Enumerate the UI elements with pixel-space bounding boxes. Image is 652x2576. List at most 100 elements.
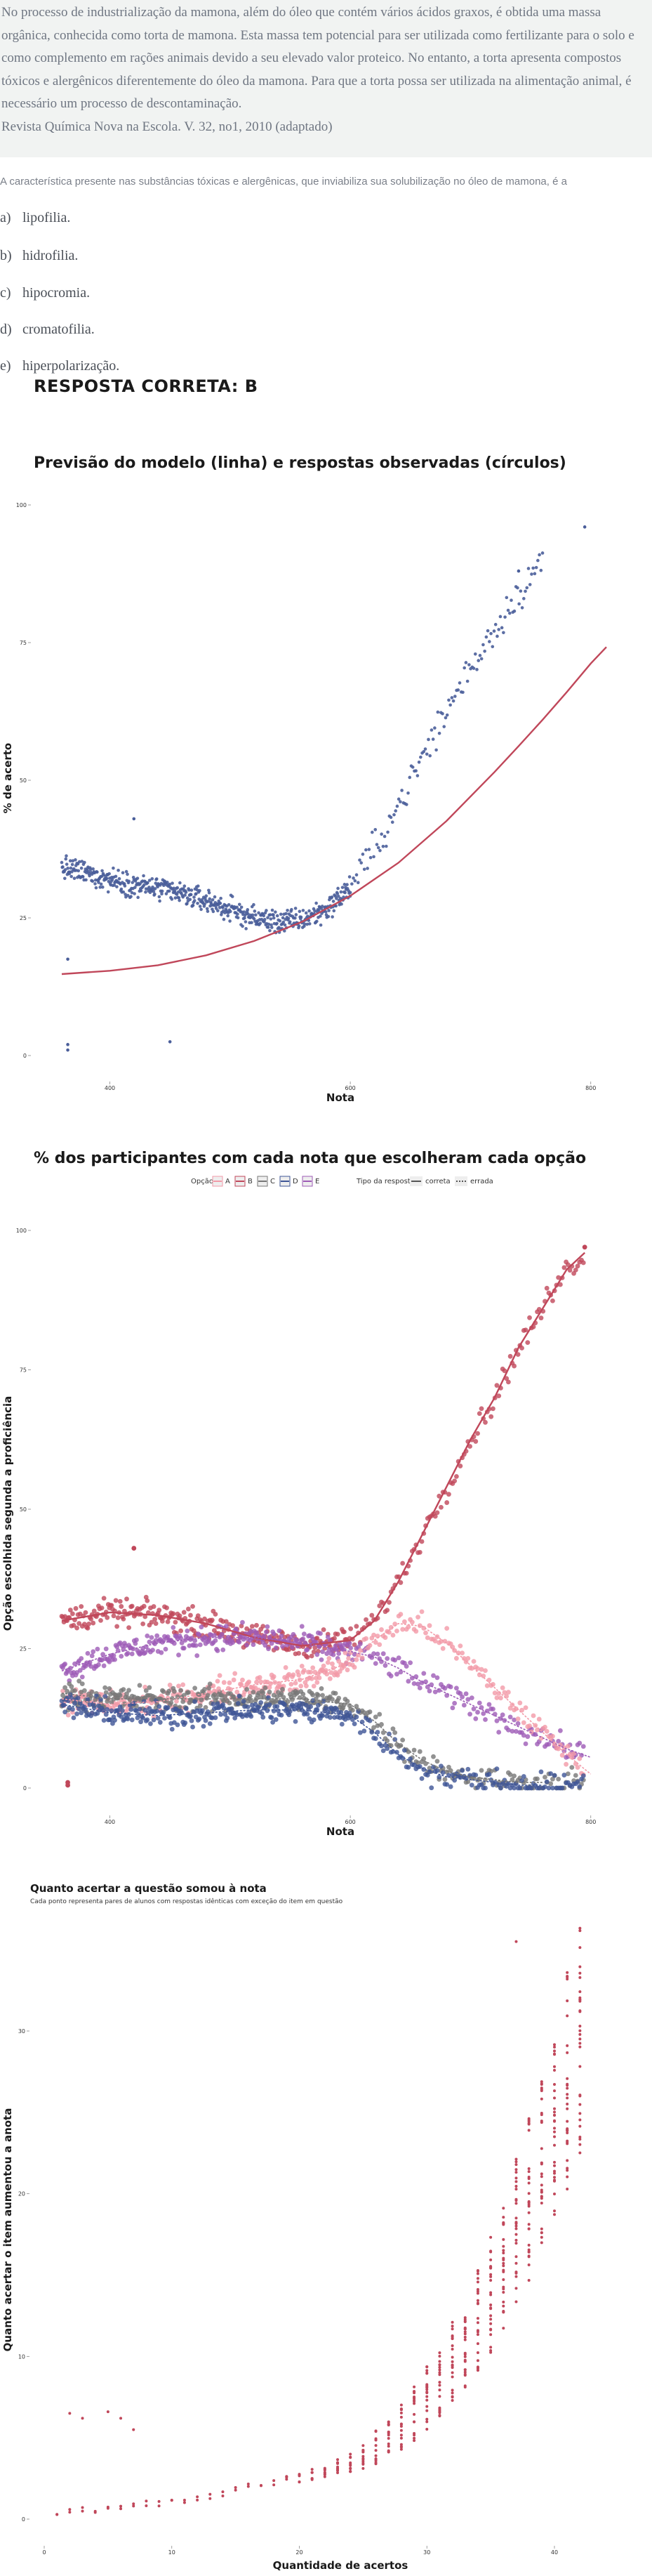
alternative-c[interactable]: c) hipocromia. xyxy=(0,285,90,301)
data-point xyxy=(121,890,126,894)
data-point xyxy=(578,1946,582,1950)
alternative-letter: d) xyxy=(0,322,12,337)
data-point xyxy=(249,1624,255,1629)
data-point xyxy=(221,1706,227,1711)
data-point xyxy=(396,1655,401,1661)
data-point xyxy=(304,1702,309,1708)
data-point xyxy=(373,1714,378,1720)
data-point xyxy=(451,2355,454,2359)
data-point xyxy=(578,1990,582,1994)
data-point xyxy=(540,2227,543,2230)
y-tick-label: 0 xyxy=(23,1785,27,1792)
data-point xyxy=(105,876,109,881)
data-point xyxy=(527,2192,531,2195)
data-point xyxy=(502,1368,507,1374)
data-point xyxy=(409,1619,415,1625)
data-point xyxy=(530,572,533,576)
data-point xyxy=(272,2483,276,2487)
data-point xyxy=(319,1657,324,1662)
data-point xyxy=(197,1716,202,1722)
data-point xyxy=(394,809,398,813)
data-point xyxy=(553,2107,556,2110)
data-point xyxy=(535,1776,540,1782)
data-point xyxy=(173,889,177,893)
data-point xyxy=(406,1678,411,1684)
data-point xyxy=(423,1679,428,1685)
data-point xyxy=(216,909,220,913)
data-point xyxy=(66,867,69,870)
data-point xyxy=(183,893,187,897)
correct-answer: RESPOSTA CORRETA: B xyxy=(34,376,258,396)
data-point xyxy=(279,1712,284,1718)
data-point xyxy=(327,1715,333,1720)
data-point xyxy=(425,2365,429,2369)
data-point xyxy=(296,1672,302,1678)
data-point xyxy=(434,1675,440,1681)
data-point xyxy=(451,2320,454,2324)
data-point xyxy=(438,2414,441,2417)
data-point xyxy=(510,598,513,603)
data-point xyxy=(70,1707,75,1712)
alternative-a[interactable]: a) lipofilia. xyxy=(0,210,70,226)
data-point xyxy=(304,911,308,915)
x-tick-label: 400 xyxy=(105,1819,115,1825)
data-point xyxy=(81,2506,84,2509)
data-point xyxy=(152,1617,157,1622)
data-point xyxy=(345,883,349,886)
alternative-d[interactable]: d) cromatofilia. xyxy=(0,322,95,338)
data-point xyxy=(265,1624,270,1629)
data-point xyxy=(502,2261,505,2265)
data-point xyxy=(332,909,336,913)
data-point xyxy=(67,1608,73,1612)
data-point xyxy=(147,879,152,882)
data-point xyxy=(230,1623,235,1629)
data-point xyxy=(415,1615,420,1620)
data-point xyxy=(248,1714,254,1719)
data-point xyxy=(438,2355,441,2358)
data-point xyxy=(274,910,277,914)
data-point xyxy=(310,1693,316,1697)
data-point xyxy=(399,2423,403,2426)
data-point xyxy=(514,2227,518,2230)
data-point xyxy=(481,1673,486,1678)
data-point xyxy=(145,1633,150,1638)
data-point xyxy=(167,1715,173,1721)
data-point xyxy=(491,1681,495,1687)
data-point xyxy=(231,1677,237,1683)
data-point xyxy=(436,710,440,714)
data-point xyxy=(89,1653,95,1659)
data-point xyxy=(182,2501,186,2504)
data-point xyxy=(167,889,171,893)
data-point xyxy=(444,1500,450,1505)
data-point xyxy=(266,916,270,919)
data-point xyxy=(198,888,201,893)
data-point xyxy=(567,1268,573,1273)
alternative-e[interactable]: e) hiperpolarização. xyxy=(0,358,119,374)
data-point xyxy=(188,898,192,902)
data-point xyxy=(387,2437,390,2440)
data-point xyxy=(502,2216,505,2219)
data-point xyxy=(196,884,200,888)
data-point xyxy=(100,885,105,889)
data-point xyxy=(553,2143,556,2147)
data-point xyxy=(413,2432,416,2436)
data-point xyxy=(65,862,69,866)
data-point xyxy=(505,1727,511,1733)
data-point xyxy=(516,586,519,590)
data-point xyxy=(417,1685,423,1690)
data-point xyxy=(76,1678,82,1684)
legend-option-title: Opção xyxy=(191,1178,213,1185)
data-point xyxy=(137,1707,142,1712)
y-tick-label: 0 xyxy=(23,1053,27,1059)
data-point xyxy=(566,2120,569,2123)
data-point xyxy=(293,907,298,910)
data-point xyxy=(141,1603,147,1609)
series-line-B xyxy=(61,1251,586,1647)
alternative-b[interactable]: b) hidrofilia. xyxy=(0,248,78,264)
data-point xyxy=(476,2321,479,2325)
data-point xyxy=(489,2333,493,2337)
data-point xyxy=(578,2137,582,2141)
y-tick-label: 50 xyxy=(20,777,27,784)
data-point xyxy=(269,1715,274,1721)
data-point xyxy=(328,1670,334,1675)
